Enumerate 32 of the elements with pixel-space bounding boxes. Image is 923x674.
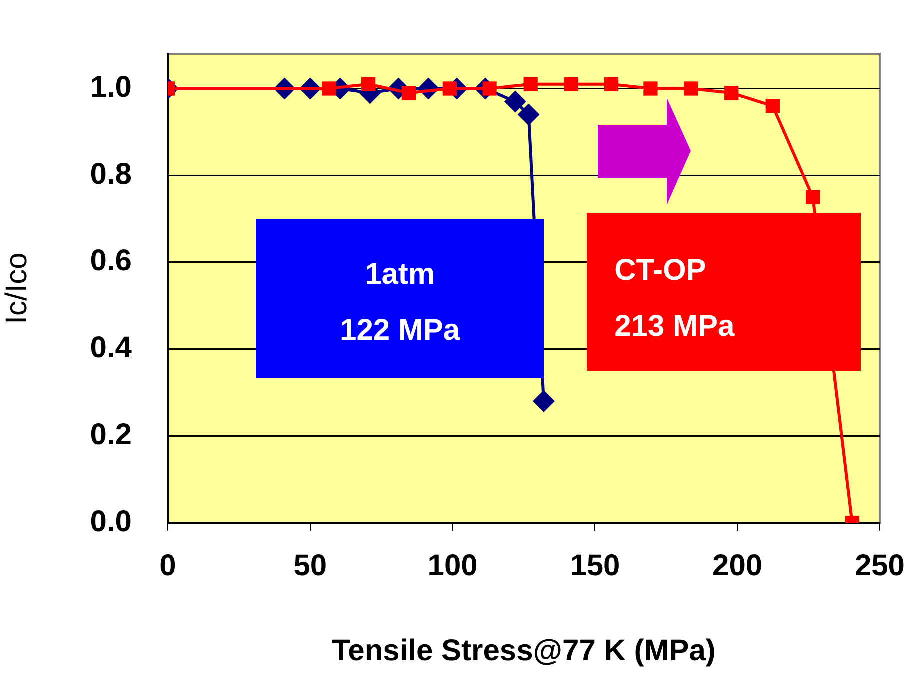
point [504, 90, 526, 113]
point [518, 104, 540, 126]
x-axis-title: Tensile Stress@77 K (MPa) [332, 634, 716, 668]
point [644, 82, 658, 96]
x-tick-label: 150 [570, 549, 620, 582]
x-tick-label: 100 [428, 549, 478, 582]
y-tick-label: 0.4 [90, 332, 132, 365]
annotation: 1atm 122 MPa [339, 257, 462, 350]
point [442, 82, 458, 96]
point [322, 82, 336, 96]
point [766, 99, 780, 114]
y-tick-label: 0.2 [90, 418, 132, 452]
x-tick-label: 200 [712, 549, 763, 582]
point [524, 77, 538, 92]
annotation: CT-OP 213 MPa [614, 252, 736, 344]
point [482, 82, 497, 96]
point [532, 390, 555, 412]
point [564, 77, 578, 92]
y-tick-label: 0.0 [90, 505, 132, 538]
point [724, 86, 739, 100]
x-tick-label: 0 [160, 549, 176, 582]
x-tick-label: 250 [854, 549, 906, 582]
y-tick-label: 1.0 [90, 71, 132, 104]
x-tick-label: 50 [294, 549, 328, 582]
y-tick-label: 0.6 [90, 244, 132, 278]
y-axis-title: Ic/Ico [0, 252, 34, 324]
point [806, 190, 820, 204]
point [361, 77, 376, 92]
point [684, 82, 698, 96]
point [604, 77, 618, 92]
y-tick-label: 0.8 [90, 158, 132, 191]
point [402, 86, 416, 100]
